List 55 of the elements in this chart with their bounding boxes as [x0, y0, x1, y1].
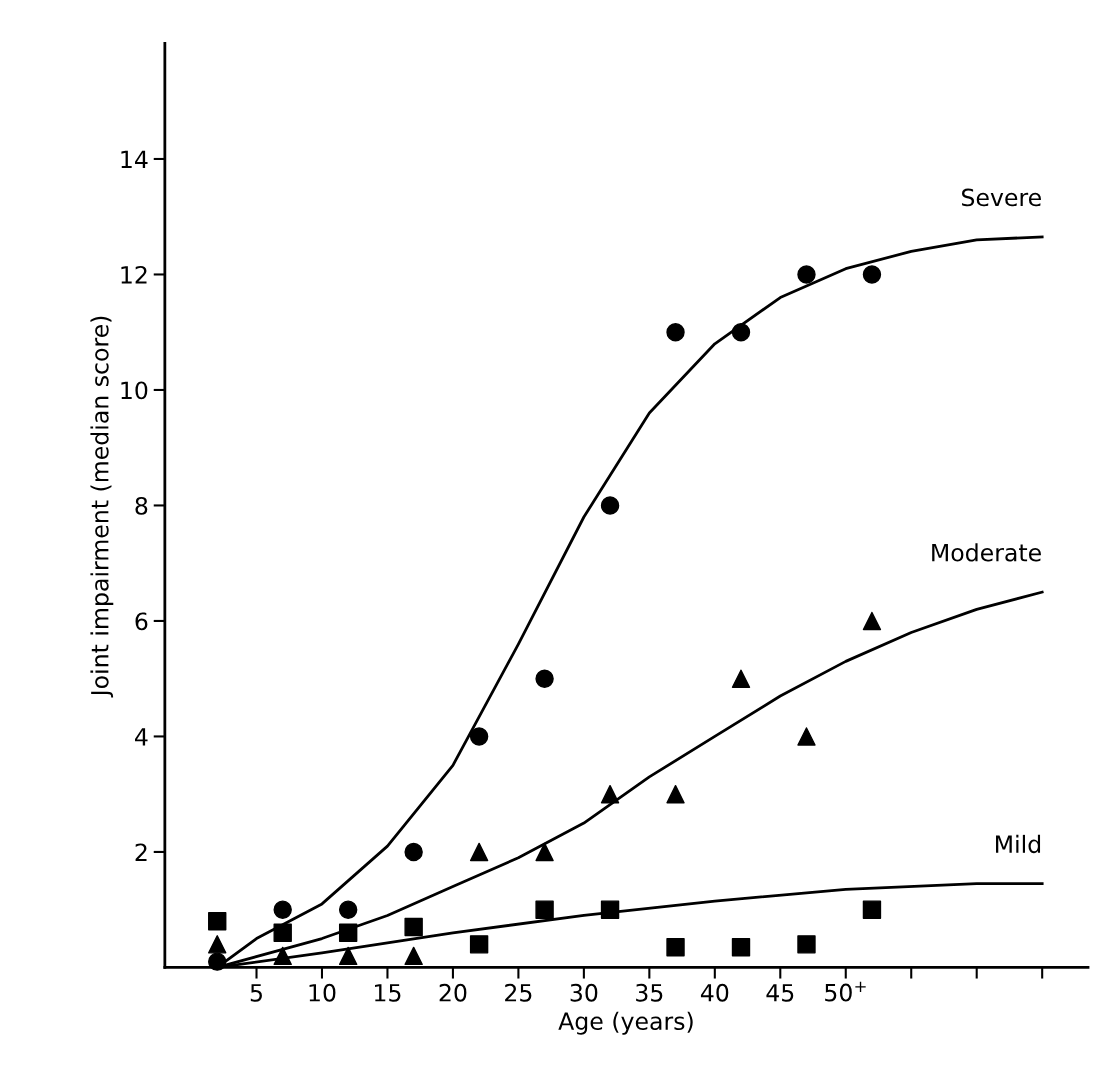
point: [600, 496, 620, 515]
x-tick-label: 40: [700, 983, 729, 1002]
x-tick-label: 20: [439, 983, 467, 1002]
point: [731, 323, 751, 342]
x-tick-label: 35: [636, 983, 663, 1002]
x-axis-title: Age (years): [558, 1011, 693, 1035]
y-tick-label: 6: [135, 612, 148, 631]
y-tick-label: 14: [121, 150, 148, 168]
point: [797, 935, 816, 954]
point: [731, 938, 751, 957]
x-tick-label: 50$^{+}$: [825, 981, 866, 1002]
x-tick-label: 10: [309, 983, 336, 1002]
series-label: Severe: [962, 188, 1041, 207]
point: [731, 669, 751, 688]
point: [338, 946, 358, 966]
point: [666, 784, 685, 804]
x-tick-label: 25: [505, 983, 532, 1002]
point: [535, 842, 554, 862]
series-label: Mild: [996, 834, 1041, 854]
x-tick-label: 45: [766, 984, 794, 1002]
point: [404, 917, 423, 937]
point: [404, 946, 423, 966]
x-tick-label: 30: [570, 983, 598, 1002]
point: [600, 900, 620, 919]
point: [797, 265, 816, 284]
point: [404, 842, 423, 862]
x-tick-label: 15: [375, 984, 401, 1002]
point: [208, 952, 227, 971]
point: [797, 727, 816, 746]
point: [862, 900, 882, 919]
point: [338, 900, 358, 919]
point: [862, 611, 882, 631]
y-tick-label: 2: [135, 843, 147, 861]
point: [666, 938, 685, 957]
point: [535, 900, 554, 919]
y-tick-label: 4: [135, 728, 148, 746]
point: [535, 669, 554, 688]
y-axis-title: Joint impairment (median score): [90, 316, 114, 698]
point: [862, 265, 882, 284]
point: [469, 935, 489, 954]
point: [338, 923, 358, 942]
y-tick-label: 10: [121, 381, 148, 400]
x-tick-label: 5: [250, 984, 262, 1002]
point: [666, 323, 685, 342]
series-label: Moderate: [932, 543, 1041, 562]
point: [469, 727, 489, 746]
point: [273, 923, 292, 942]
point: [208, 935, 227, 954]
point: [273, 946, 292, 966]
y-tick-label: 8: [135, 496, 148, 515]
point: [208, 912, 227, 931]
point: [469, 842, 489, 862]
point: [273, 900, 292, 919]
point: [600, 784, 620, 804]
y-tick-label: 12: [121, 265, 147, 284]
